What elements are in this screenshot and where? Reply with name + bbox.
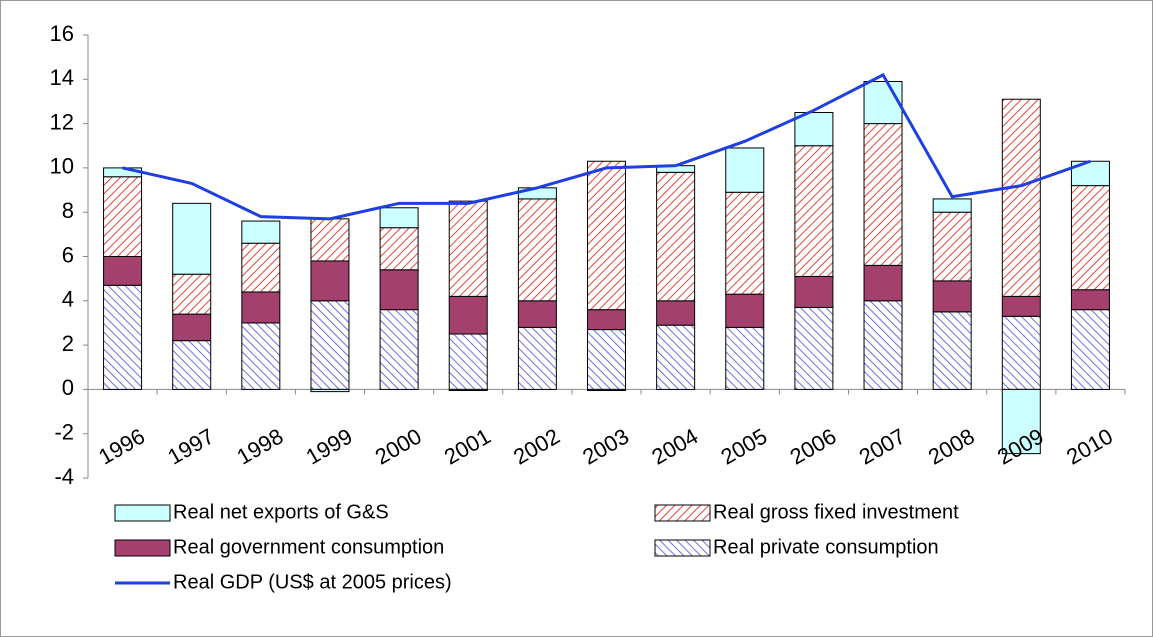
y-tick-label: 4: [62, 287, 74, 312]
bar-segment: [103, 176, 143, 257]
bar-segment: [448, 200, 488, 297]
bar-segment: [725, 293, 765, 328]
bar-segment: [241, 220, 281, 244]
legend-swatch: [654, 539, 711, 557]
y-tick-label: 14: [50, 65, 74, 90]
bar-segment: [1001, 98, 1041, 297]
bar-segment: [172, 273, 212, 315]
bar-segment: [932, 211, 972, 282]
bar-segment: [794, 275, 834, 308]
bar-segment: [379, 207, 419, 229]
bar-segment: [794, 145, 834, 277]
legend-label: Real private consumption: [713, 536, 939, 558]
bar-segment: [310, 260, 350, 302]
bar-segment: [172, 340, 212, 390]
legend-swatch: [114, 539, 171, 557]
bar-segment: [932, 311, 972, 390]
y-tick-label: 2: [62, 331, 74, 356]
bar-segment: [448, 295, 488, 335]
bar-segment: [587, 329, 626, 390]
y-tick-label: 6: [62, 242, 74, 267]
bar-segment: [103, 256, 143, 286]
y-tick-label: 0: [62, 375, 74, 400]
bar-segment: [863, 123, 903, 266]
bar-segment: [241, 322, 281, 390]
bar-segment: [172, 313, 212, 342]
y-tick-label: 10: [50, 154, 74, 179]
bar-segment: [103, 284, 143, 390]
bar-segment: [863, 264, 903, 302]
bar-segment: [863, 300, 903, 390]
bar-segment: [794, 306, 834, 390]
y-tick-label: 12: [50, 109, 74, 134]
bar-segment: [517, 198, 557, 302]
bar-segment: [794, 112, 834, 147]
bar-segment: [310, 300, 350, 390]
bar-segment: [656, 171, 696, 302]
bar-segment: [656, 300, 696, 326]
y-tick-label: 8: [62, 198, 74, 223]
bar-segment: [1070, 185, 1110, 291]
legend-swatch: [654, 504, 711, 522]
bar-segment: [1001, 315, 1041, 390]
bar-segment: [656, 324, 696, 390]
y-tick-label: -2: [54, 420, 74, 445]
bar-segment: [379, 269, 419, 311]
bar-segment: [379, 309, 419, 390]
bar-segment: [241, 242, 281, 293]
bar-segment: [448, 333, 488, 390]
legend-label: Real gross fixed investment: [713, 501, 959, 523]
bar-segment: [1070, 309, 1110, 390]
bar-segment: [310, 218, 350, 262]
bar-segment: [863, 81, 903, 125]
y-tick-label: 16: [50, 21, 74, 46]
bar-segment: [1001, 295, 1041, 317]
bar-segment: [448, 388, 488, 392]
bar-segment: [587, 309, 626, 331]
bar-segment: [725, 147, 765, 193]
bar-segment: [379, 227, 419, 271]
bar-segment: [172, 202, 212, 275]
bar-segment: [725, 191, 765, 295]
legend-label: Real government consumption: [173, 536, 444, 558]
bar-segment: [517, 300, 557, 328]
bar-segment: [310, 388, 350, 393]
bar-segment: [241, 291, 281, 324]
bar-segment: [587, 160, 626, 311]
legend-swatch: [114, 504, 171, 522]
bar-segment: [1001, 388, 1041, 455]
bar-segment: [932, 198, 972, 213]
bar-segment: [1070, 289, 1110, 311]
line-series: [122, 72, 1091, 221]
legend-label: Real net exports of G&S: [173, 501, 389, 523]
legend-label: Real GDP (US$ at 2005 prices): [173, 571, 452, 593]
bar-segment: [725, 326, 765, 390]
bar-segment: [932, 280, 972, 313]
y-tick-label: -4: [54, 464, 74, 489]
bar-segment: [517, 326, 557, 390]
bar-segment: [587, 388, 626, 392]
